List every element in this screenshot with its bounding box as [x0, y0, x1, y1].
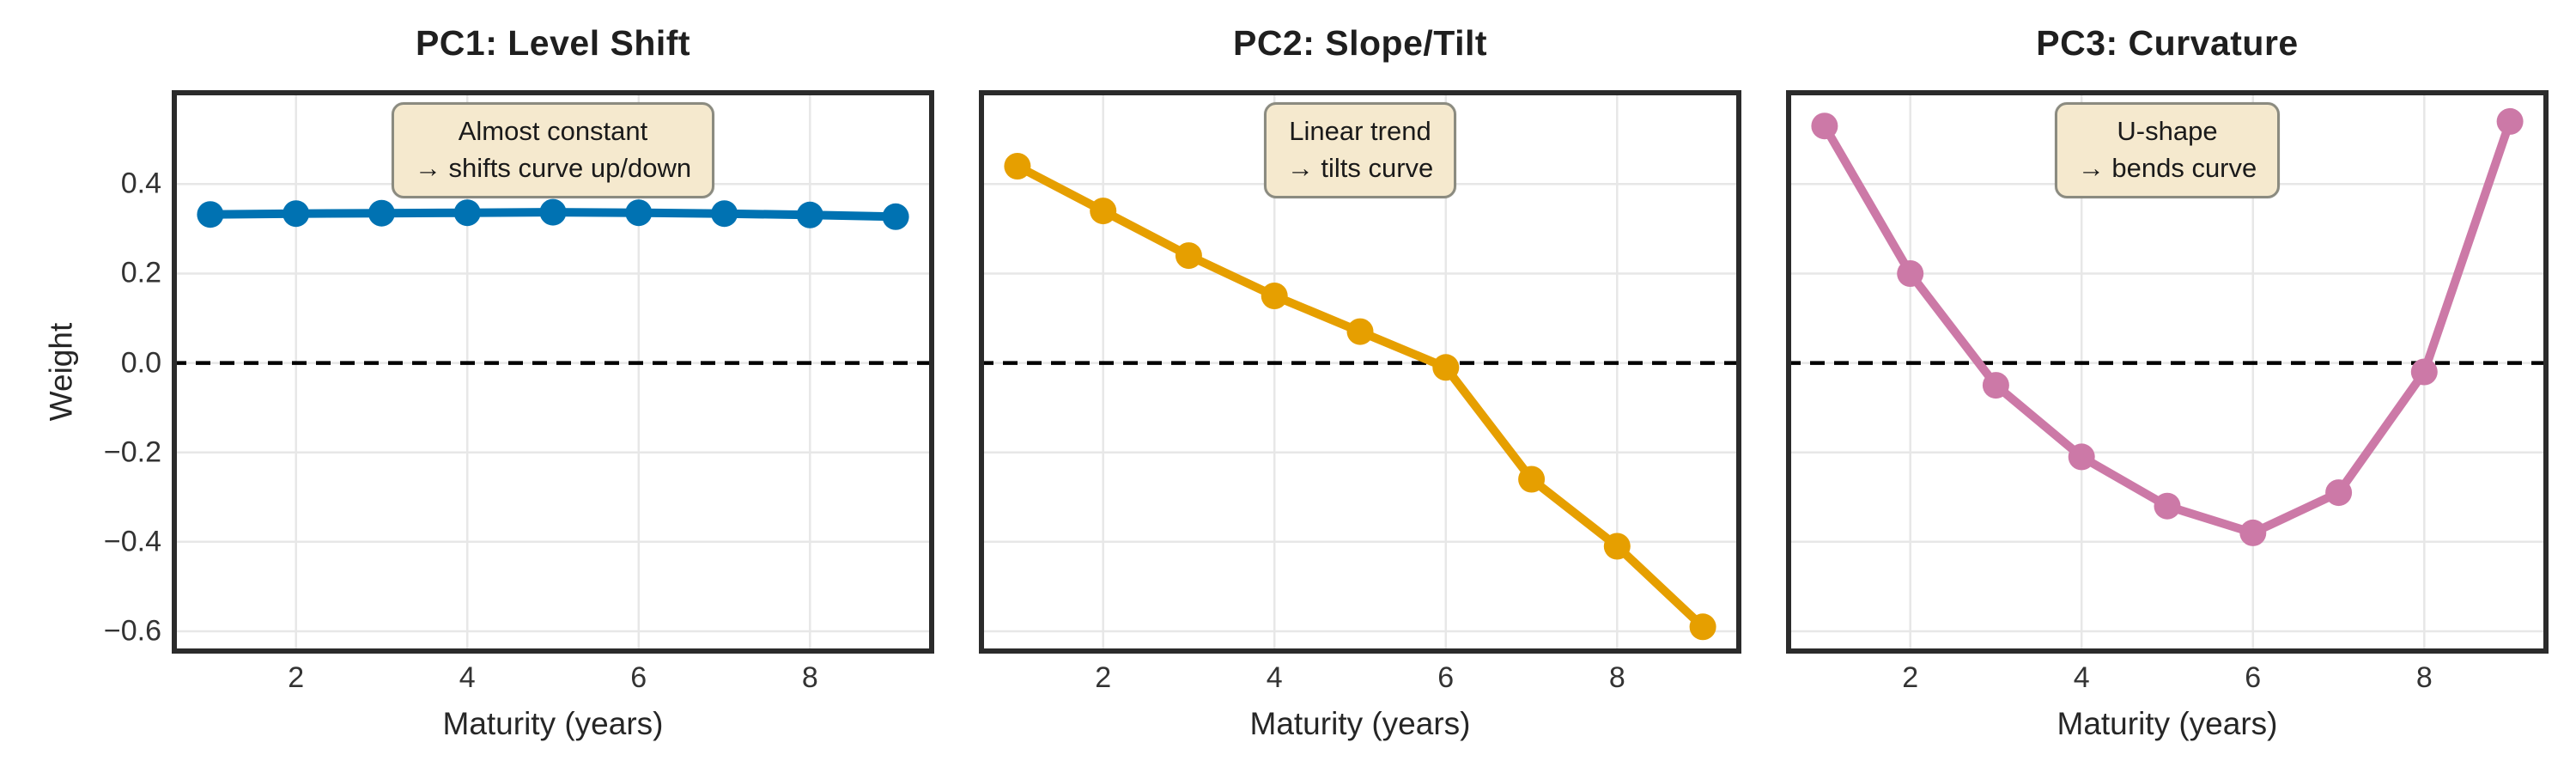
- pc3-curvature-plot: [1786, 90, 2549, 654]
- x-tick-label: 8: [801, 661, 818, 694]
- panel2-xlabel: Maturity (years): [1249, 706, 1471, 741]
- pc2-slope-tilt-plot: [979, 90, 1741, 654]
- panel2-title: PC2: Slope/Tilt: [1232, 23, 1488, 63]
- pc3-marker: [2154, 492, 2181, 520]
- pc2-line: [1012, 161, 1708, 631]
- pc2-marker: [1175, 242, 1202, 270]
- pc1-level-shift-plot: [172, 90, 934, 654]
- pc3-marker: [2410, 358, 2438, 386]
- panel1-xlabel: Maturity (years): [442, 706, 664, 741]
- pc2-marker: [1261, 283, 1288, 309]
- pc2-marker: [1004, 153, 1031, 180]
- pc2-marker: [1518, 466, 1546, 493]
- x-tick-label: 6: [1437, 661, 1455, 694]
- x-tick-label: 8: [1608, 661, 1625, 694]
- x-tick-label: 4: [1266, 661, 1283, 694]
- x-tick-label: 8: [2415, 661, 2433, 694]
- panel3-xlabel: Maturity (years): [2057, 706, 2278, 741]
- pc2-marker: [1346, 318, 1374, 345]
- x-tick-label: 2: [1095, 661, 1112, 694]
- x-tick-label: 6: [630, 661, 647, 694]
- x-tick-label: 2: [1902, 661, 1919, 694]
- x-tick-label: 4: [2073, 661, 2090, 694]
- y-tick-label: −0.2: [103, 435, 161, 469]
- axes-spine: [1786, 90, 2549, 654]
- pc3-marker: [2068, 443, 2095, 471]
- pc1-marker: [796, 201, 823, 228]
- pc2-marker: [1603, 533, 1631, 560]
- pc1-marker: [197, 201, 224, 228]
- panel3-title: PC3: Curvature: [2036, 23, 2299, 63]
- x-tick-label: 6: [2245, 661, 2262, 694]
- pc1-marker: [882, 203, 909, 230]
- pc1-marker: [711, 200, 738, 228]
- pc2-marker: [1090, 198, 1117, 225]
- pc2-marker: [1432, 354, 1460, 381]
- x-tick-label: 2: [288, 661, 305, 694]
- pc3-marker: [2325, 479, 2353, 507]
- y-tick-label: 0.2: [120, 256, 161, 289]
- pc1-marker: [539, 198, 567, 226]
- pc1-marker: [625, 199, 653, 227]
- axes-spine: [172, 90, 934, 654]
- pc1-marker: [283, 200, 310, 228]
- y-tick-label: 0.4: [120, 167, 161, 200]
- pc1-marker: [368, 199, 395, 227]
- pc3-marker: [2496, 107, 2524, 135]
- pc3-marker: [1811, 113, 1838, 140]
- y-tick-label: −0.4: [103, 525, 161, 558]
- pc3-marker: [1982, 372, 2009, 399]
- y-tick-label: −0.6: [103, 614, 161, 648]
- y-tick-label: 0.0: [120, 346, 161, 380]
- panel1-title: PC1: Level Shift: [415, 23, 691, 63]
- pc2-marker: [1689, 613, 1716, 641]
- pc1-marker: [453, 199, 481, 227]
- pc3-marker: [2239, 519, 2267, 546]
- x-tick-label: 4: [459, 661, 476, 694]
- axes-spine: [979, 90, 1741, 654]
- pc3-marker: [1897, 260, 1924, 287]
